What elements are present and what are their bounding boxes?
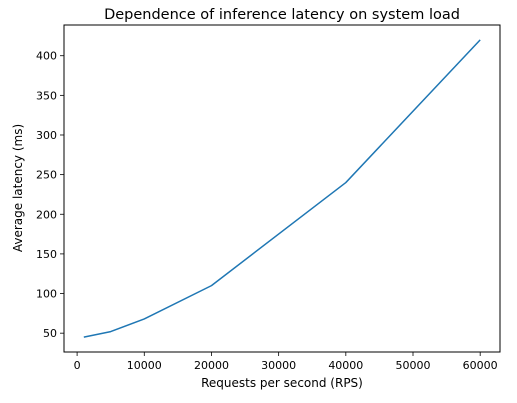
plot-background [64, 25, 500, 352]
x-tick-label: 20000 [194, 359, 229, 372]
series-layer [83, 39, 481, 338]
y-tick-label: 150 [36, 248, 57, 261]
y-tick-label: 300 [36, 129, 57, 142]
x-tick-label: 40000 [328, 359, 363, 372]
x-tick-label: 60000 [463, 359, 498, 372]
y-tick-label: 100 [36, 288, 57, 301]
y-tick-label: 200 [36, 208, 57, 221]
y-tick-label: 50 [43, 327, 57, 340]
y-axis-ticks: 50 100 150 200 250 300 350 400 [36, 50, 64, 340]
x-tick-label: 30000 [261, 359, 296, 372]
y-tick-label: 400 [36, 50, 57, 63]
x-axis-label: Requests per second (RPS) [201, 376, 363, 390]
plot-frame [63, 24, 501, 353]
x-tick-label: 10000 [127, 359, 162, 372]
x-tick-label: 50000 [396, 359, 431, 372]
x-axis-ticks: 0 10000 20000 30000 40000 50000 60000 [74, 352, 498, 372]
series-line [83, 39, 481, 338]
chart-title: Dependence of inference latency on syste… [104, 7, 460, 23]
y-tick-label: 250 [36, 169, 57, 182]
x-tick-label: 0 [74, 359, 81, 372]
y-tick-label: 350 [36, 89, 57, 102]
y-axis-label: Average latency (ms) [11, 124, 25, 252]
